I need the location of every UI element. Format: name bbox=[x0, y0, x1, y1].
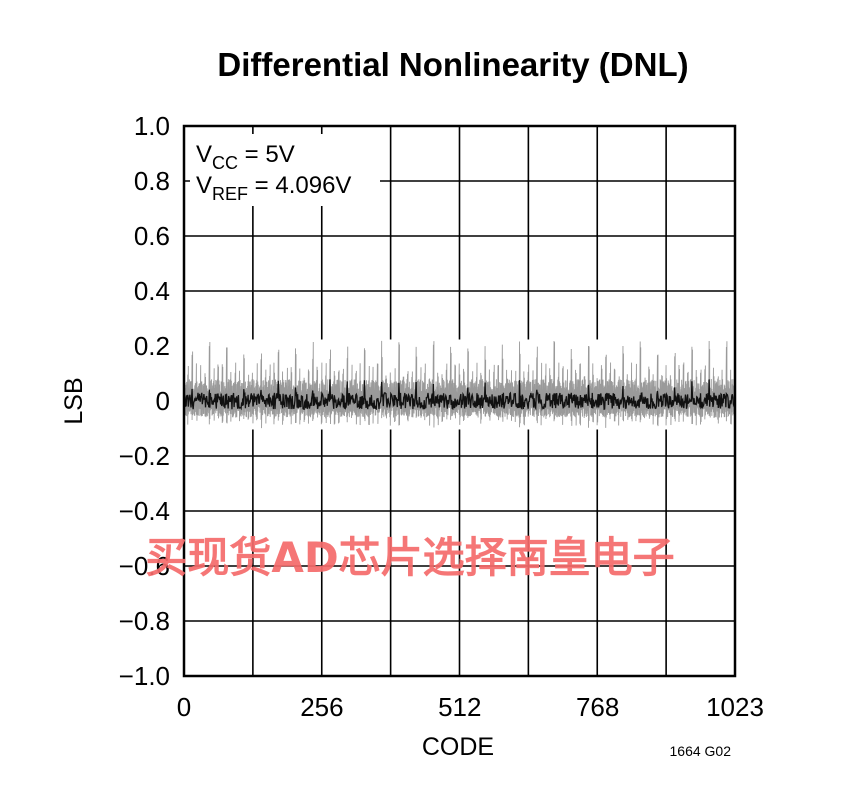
y-tick-label: 1.0 bbox=[134, 111, 170, 141]
y-tick-label: −1.0 bbox=[119, 661, 170, 691]
y-tick-label: 0.6 bbox=[134, 221, 170, 251]
y-axis-label: LSB bbox=[60, 377, 88, 424]
y-tick-label: −0.4 bbox=[119, 496, 170, 526]
x-tick-label: 512 bbox=[438, 692, 481, 722]
x-tick-label: 1023 bbox=[706, 692, 764, 722]
x-tick-label: 768 bbox=[576, 692, 619, 722]
watermark-text: 买现货AD芯片选择南皇电子 bbox=[145, 533, 674, 582]
y-axis-ticks: 1.0 0.8 0.6 0.4 0.2 0 −0.2 −0.4 −0.6 −0.8 −1.0 bbox=[119, 111, 170, 691]
annotation-vref: VREF = 4.096V bbox=[196, 172, 351, 204]
x-axis-label: CODE bbox=[422, 733, 494, 761]
y-tick-label: −0.8 bbox=[119, 606, 170, 636]
y-tick-label: 0.2 bbox=[134, 331, 170, 361]
y-tick-label: 0.4 bbox=[134, 276, 170, 306]
y-tick-label: 0.8 bbox=[134, 166, 170, 196]
dnl-trace bbox=[183, 379, 736, 412]
x-axis-ticks: 0 256 512 768 1023 bbox=[177, 692, 764, 722]
y-tick-label: 0 bbox=[156, 386, 170, 416]
plot-frame bbox=[182, 124, 737, 678]
y-tick-label: −0.2 bbox=[119, 441, 170, 471]
annotation-vcc: VCC = 5V bbox=[196, 141, 295, 173]
figure-id: 1664 G02 bbox=[670, 743, 732, 759]
x-tick-label: 256 bbox=[300, 692, 343, 722]
y-tick-label: −0.6 bbox=[119, 551, 170, 581]
x-tick-label: 0 bbox=[177, 692, 191, 722]
chart-title: Differential Nonlinearity (DNL) bbox=[217, 46, 688, 83]
plot-area bbox=[183, 339, 736, 430]
annotation-background bbox=[190, 134, 380, 206]
